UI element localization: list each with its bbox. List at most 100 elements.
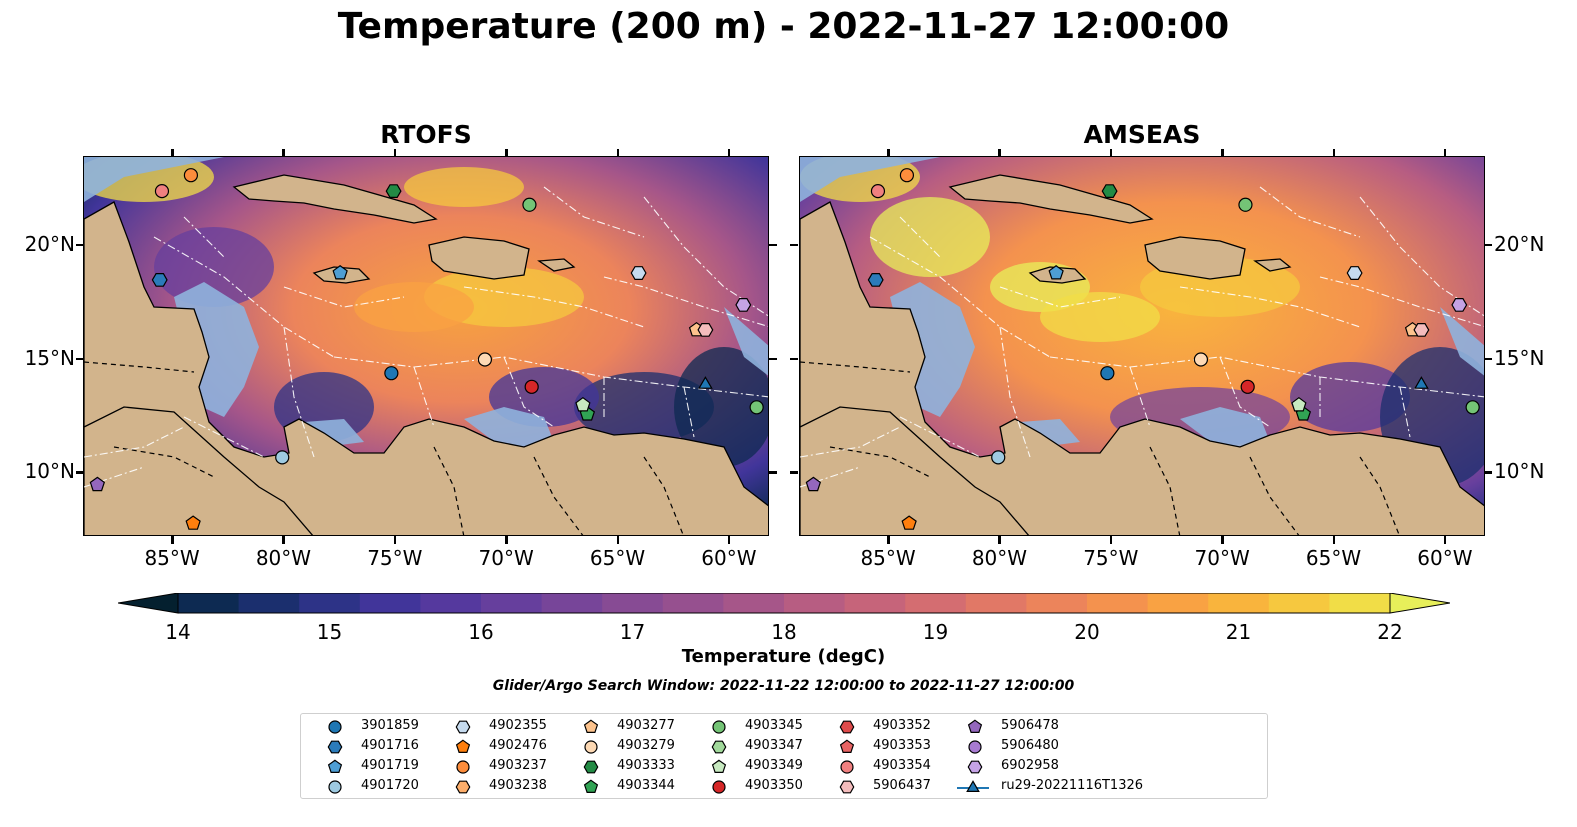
station-marker-4903237	[183, 168, 199, 183]
legend-marker-icon	[968, 740, 982, 754]
colorbar-segment	[178, 593, 240, 613]
legend-label: ru29-20221116T1326	[1001, 778, 1144, 793]
axis-tick	[769, 471, 777, 474]
axis-tick	[505, 536, 508, 544]
station-marker-5906478	[89, 476, 106, 492]
axis-tick	[887, 536, 890, 544]
legend-marker-icon	[839, 739, 855, 753]
colorbar-segment	[420, 593, 482, 613]
station-marker-6902958	[1451, 298, 1468, 312]
land	[84, 406, 314, 535]
land	[1253, 258, 1292, 272]
colorbar-segment	[1268, 593, 1330, 613]
colorbar-segment	[541, 593, 603, 613]
lon-tick-label: 60°W	[1417, 546, 1473, 570]
axis-tick	[790, 471, 798, 474]
legend-label: 4903238	[489, 778, 547, 793]
lon-tick-label: 85°W	[144, 546, 200, 570]
colorbar-segment	[602, 593, 664, 613]
station-marker-4903354	[870, 184, 886, 199]
station-marker-4903354	[154, 184, 170, 199]
station-marker-4902355	[1346, 266, 1363, 281]
legend-marker-icon	[327, 740, 343, 754]
legend-label: 4901720	[361, 778, 419, 793]
lat-tick-label-left: 20°N	[24, 231, 75, 256]
legend-marker-icon	[456, 760, 470, 774]
colorbar-tick-label: 22	[1377, 620, 1403, 644]
colorbar-label: Temperature (degC)	[681, 646, 886, 667]
legend-marker-icon	[327, 759, 343, 773]
lat-tick-label-left: 10°N	[24, 459, 75, 484]
legend-label: 3901859	[361, 718, 419, 733]
axis-tick	[887, 149, 890, 157]
legend-label: 4901716	[361, 738, 419, 753]
legend-marker-icon	[967, 719, 983, 733]
station-marker-4901716	[151, 272, 168, 287]
lat-tick-label-right: 10°N	[1494, 459, 1545, 484]
colorbar-tick-label: 15	[316, 620, 343, 644]
station-marker-4902476	[901, 515, 917, 530]
legend-marker-icon	[328, 780, 342, 794]
colorbar-segment	[1026, 593, 1088, 613]
colorbar-tick-label: 19	[922, 620, 949, 644]
legend-marker-icon	[328, 720, 342, 734]
station-marker-4903333	[385, 184, 402, 199]
station-marker-4901719	[332, 265, 348, 280]
axis-tick	[1221, 536, 1224, 544]
map-svg	[84, 157, 768, 535]
legend-marker-icon	[967, 760, 983, 774]
axis-tick	[616, 149, 620, 157]
legend-label: 4903279	[617, 738, 675, 753]
station-marker-3901859	[1100, 366, 1115, 381]
station-marker-4903349	[1291, 396, 1307, 412]
station-marker-5906478	[805, 476, 822, 492]
legend-label: 4903344	[617, 778, 675, 793]
axis-tick	[727, 149, 731, 157]
lon-tick-label: 75°W	[1083, 546, 1139, 570]
legend-label: 6902958	[1001, 758, 1059, 773]
axis-tick	[171, 149, 174, 157]
colorbar-extend-max	[1389, 592, 1451, 614]
legend-marker-icon	[840, 760, 854, 774]
axis-tick	[76, 243, 84, 247]
station-marker-4903279	[1193, 352, 1209, 367]
station-marker-ru29-20221116T1326	[1414, 376, 1429, 389]
axis-tick	[282, 149, 285, 157]
axis-tick	[1484, 471, 1492, 474]
colorbar-tick-label: 20	[1074, 620, 1100, 644]
legend-label: 5906478	[1001, 718, 1059, 733]
colorbar-segment	[844, 593, 906, 613]
colorbar-segment	[299, 593, 361, 613]
colorbar-segment	[662, 593, 724, 613]
axis-tick	[769, 357, 777, 360]
colorbar-tick-label: 17	[619, 620, 646, 644]
legend-label: 5906480	[1001, 738, 1059, 753]
land	[948, 174, 1154, 224]
station-marker-5906437	[1413, 323, 1430, 337]
legend-marker-icon	[455, 720, 471, 734]
legend-marker-icon	[957, 780, 989, 792]
axis-tick	[393, 536, 397, 544]
station-marker-4903279	[477, 352, 493, 367]
colorbar-tick-label: 14	[165, 620, 191, 644]
lon-tick-label: 70°W	[1194, 546, 1250, 570]
legend-label: 5906437	[873, 778, 931, 793]
legend-label: 4903347	[745, 738, 803, 753]
axis-tick	[505, 149, 508, 157]
station-marker-4902476	[185, 515, 201, 530]
lon-tick-label: 80°W	[971, 546, 1028, 570]
legend-marker-icon	[839, 720, 855, 734]
legend-marker-icon	[711, 740, 727, 754]
land	[1144, 236, 1246, 280]
colorbar-segment	[1208, 593, 1270, 613]
station-marker-4901720	[991, 450, 1006, 465]
legend-marker-icon	[583, 760, 599, 774]
lon-tick-label: 65°W	[589, 546, 646, 570]
land	[84, 201, 768, 535]
colorbar-segment	[784, 593, 846, 613]
axis-tick	[393, 149, 397, 157]
station-marker-4902355	[630, 266, 647, 281]
map-svg	[800, 157, 1484, 535]
land	[800, 201, 1484, 535]
axis-tick	[282, 536, 285, 544]
